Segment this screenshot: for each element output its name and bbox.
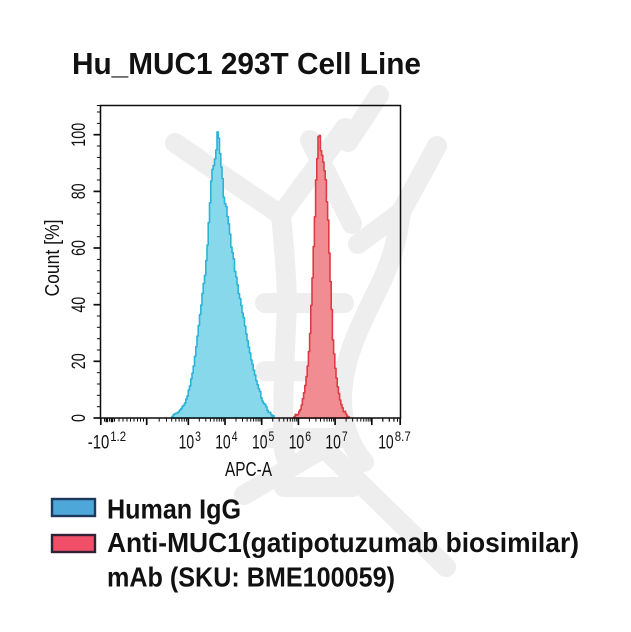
svg-text:10: 10 xyxy=(289,432,305,454)
svg-text:60: 60 xyxy=(68,240,90,256)
svg-text:100: 100 xyxy=(68,123,90,147)
svg-text:10: 10 xyxy=(215,432,231,454)
svg-text:Count [%]: Count [%] xyxy=(42,220,64,297)
svg-text:Human IgG: Human IgG xyxy=(107,494,241,525)
svg-text:10: 10 xyxy=(325,432,341,454)
svg-text:-10: -10 xyxy=(88,432,110,454)
svg-text:5: 5 xyxy=(269,428,275,444)
svg-text:40: 40 xyxy=(68,297,90,313)
svg-text:3: 3 xyxy=(195,428,201,444)
svg-text:mAb (SKU: BME100059): mAb (SKU: BME100059) xyxy=(107,562,395,593)
svg-text:Hu_MUC1 293T Cell Line: Hu_MUC1 293T Cell Line xyxy=(72,47,421,81)
svg-text:10: 10 xyxy=(179,432,195,454)
svg-text:4: 4 xyxy=(232,428,238,444)
svg-text:10: 10 xyxy=(378,432,394,454)
svg-text:0: 0 xyxy=(68,414,90,422)
svg-text:7: 7 xyxy=(342,428,348,444)
svg-text:20: 20 xyxy=(68,353,90,369)
svg-text:6: 6 xyxy=(305,428,311,444)
svg-text:1.2: 1.2 xyxy=(110,428,126,444)
svg-text:10: 10 xyxy=(252,432,268,454)
svg-text:APC-A: APC-A xyxy=(225,459,273,481)
svg-text:Anti-MUC1(gatipotuzumab biosim: Anti-MUC1(gatipotuzumab biosimilar) xyxy=(107,527,579,558)
svg-text:80: 80 xyxy=(68,183,90,199)
svg-text:8.7: 8.7 xyxy=(395,428,411,444)
